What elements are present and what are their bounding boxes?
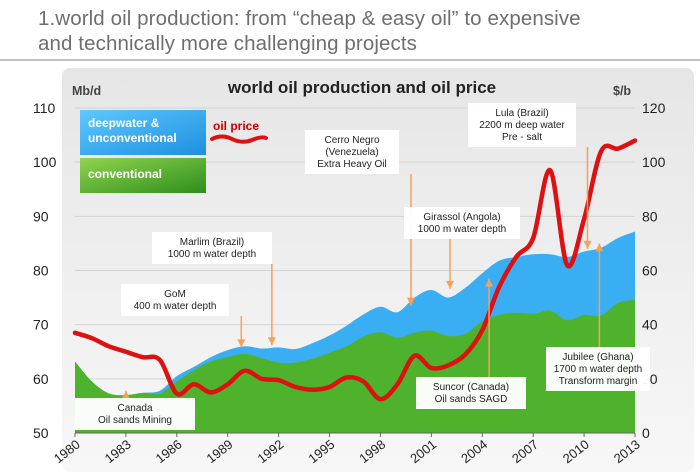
oil-price-line	[72, 138, 638, 402]
annotation-arrow-head	[121, 390, 130, 399]
left-axis-tick-label: 60	[33, 371, 49, 387]
annotation-box	[404, 207, 520, 239]
annotation: Cerro Negro(Venezuela)Extra Heavy Oil	[305, 130, 415, 306]
annotation-box	[468, 103, 576, 147]
legend-oil-price-swatch	[210, 134, 268, 144]
annotation: Suncor (Canada)Oil sands SAGD	[416, 278, 526, 409]
annotation-arrow-head	[583, 240, 592, 249]
annotation-arrow-head	[446, 280, 455, 289]
right-axis-tick-label: 40	[642, 317, 658, 333]
slide-title-line-2: and technically more challenging project…	[38, 32, 418, 55]
annotation: Girassol (Angola)1000 m water depth	[404, 207, 520, 289]
annotation-text: Cerro Negro	[324, 135, 379, 146]
slide-title: 1.world oil production: from “cheap & ea…	[38, 6, 688, 56]
right-axis-tick-label: 100	[642, 154, 666, 170]
annotation-arrow-head	[407, 297, 415, 306]
annotation: Jubilee (Ghana)1700 m water depthTransfo…	[546, 243, 650, 391]
annotation-box	[121, 284, 229, 316]
left-axis-unit: Mb/d	[72, 84, 101, 98]
annotation-text: Oil sands Mining	[98, 415, 172, 426]
annotation-text: 2200 m deep water	[479, 120, 565, 131]
annotation-arrow-head	[595, 243, 604, 252]
annotation-box	[152, 232, 272, 264]
right-axis-tick-label: 0	[642, 425, 650, 441]
annotation-text: 1000 m water depth	[168, 249, 256, 260]
annotation-text: Extra Heavy Oil	[317, 159, 386, 170]
annotation-box	[416, 377, 526, 409]
right-axis-tick-label: 60	[642, 263, 658, 279]
annotation-text: Canada	[117, 403, 152, 414]
annotation-arrow-head	[237, 339, 246, 348]
annotation-arrow-head	[267, 337, 276, 346]
annotation-text: Marlim (Brazil)	[180, 237, 244, 248]
annotation-text: Suncor (Canada)	[433, 382, 509, 393]
annotation-text: Girassol (Angola)	[423, 212, 500, 223]
annotation-text: (Venezuela)	[325, 147, 378, 158]
annotation-box	[75, 398, 195, 430]
title-divider	[0, 59, 700, 61]
right-axis-tick-label: 120	[642, 100, 666, 116]
legend-swatch-conventional	[80, 158, 206, 193]
annotation-text: GoM	[164, 289, 186, 300]
slide-title-line-1: 1.world oil production: from “cheap & ea…	[38, 7, 581, 30]
legend-deepwater-line-2: unconventional	[88, 131, 177, 145]
left-axis-tick-label: 110	[33, 100, 56, 116]
left-axis-tick-label: 100	[33, 154, 57, 170]
right-axis-unit: $/b	[613, 84, 631, 98]
annotation-text: 400 m water depth	[134, 301, 217, 312]
annotation-box	[305, 130, 399, 174]
annotation-text: Oil sands SAGD	[435, 394, 508, 405]
chart-title: world oil production and oil price	[227, 78, 496, 97]
annotation-box	[546, 347, 650, 391]
annotation-arrow-head	[485, 278, 494, 287]
legend-deepwater-line-1: deepwater &	[88, 116, 160, 130]
legend: deepwater & unconventional conventional …	[80, 110, 268, 193]
annotation-text: 1000 m water depth	[418, 224, 506, 235]
annotation-text: 1700 m water depth	[554, 364, 642, 375]
left-axis-tick-label: 50	[33, 425, 49, 441]
right-axis-tick-label: 80	[642, 208, 658, 224]
annotation-text: Transform margin	[559, 376, 638, 387]
legend-conventional-label: conventional	[88, 167, 162, 181]
legend-swatch-deepwater	[80, 110, 206, 155]
annotation-text: Jubilee (Ghana)	[562, 352, 633, 363]
annotation-text: Pre - salt	[502, 132, 542, 143]
annotation: Marlim (Brazil)1000 m water depth	[152, 232, 276, 346]
left-axis-tick-label: 70	[33, 317, 49, 333]
legend-oil-price-label: oil price	[213, 119, 259, 133]
left-axis-ticks: 110 100 90 80 70 60 50	[33, 100, 57, 441]
left-axis-tick-label: 90	[33, 208, 49, 224]
annotation-text: Lula (Brazil)	[495, 108, 548, 119]
left-axis-tick-label: 80	[33, 263, 49, 279]
